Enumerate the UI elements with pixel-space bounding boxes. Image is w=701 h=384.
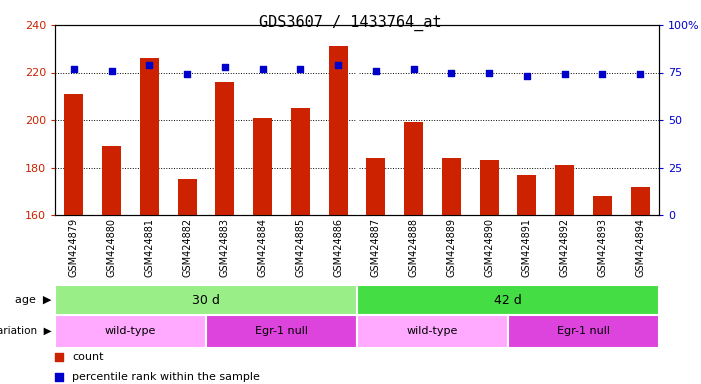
Text: wild-type: wild-type [407,326,458,336]
Text: count: count [72,352,104,362]
Text: Egr-1 null: Egr-1 null [255,326,308,336]
Bar [367,158,386,215]
Bar [291,108,310,215]
Point [484,70,495,76]
Text: age  ▶: age ▶ [15,295,51,305]
Bar [64,94,83,215]
Text: 42 d: 42 d [494,293,522,306]
Text: 30 d: 30 d [192,293,220,306]
Bar [55,285,357,315]
Bar [177,179,196,215]
Text: percentile rank within the sample: percentile rank within the sample [72,372,260,382]
Point [53,374,64,380]
Bar [357,285,659,315]
Point [522,73,533,79]
Point [257,66,268,72]
Point [370,68,381,74]
Bar [593,196,612,215]
Bar [357,315,508,348]
Bar [555,165,574,215]
Point [559,71,570,78]
Point [182,71,193,78]
Point [68,66,79,72]
Point [106,68,117,74]
Bar [102,146,121,215]
Point [294,66,306,72]
Bar [479,161,498,215]
Bar [215,82,234,215]
Bar [404,122,423,215]
Bar [508,315,659,348]
Point [144,62,155,68]
Point [332,62,343,68]
Bar [253,118,272,215]
Point [446,70,457,76]
Text: Egr-1 null: Egr-1 null [557,326,610,336]
Point [53,354,64,360]
Bar [631,187,650,215]
Text: genotype/variation  ▶: genotype/variation ▶ [0,326,51,336]
Bar [517,175,536,215]
Point [219,64,231,70]
Point [634,71,646,78]
Point [408,66,419,72]
Bar [206,315,357,348]
Text: GDS3607 / 1433764_at: GDS3607 / 1433764_at [259,15,442,31]
Bar [140,58,159,215]
Bar [442,158,461,215]
Point [597,71,608,78]
Text: wild-type: wild-type [105,326,156,336]
Bar [55,315,206,348]
Bar [329,46,348,215]
